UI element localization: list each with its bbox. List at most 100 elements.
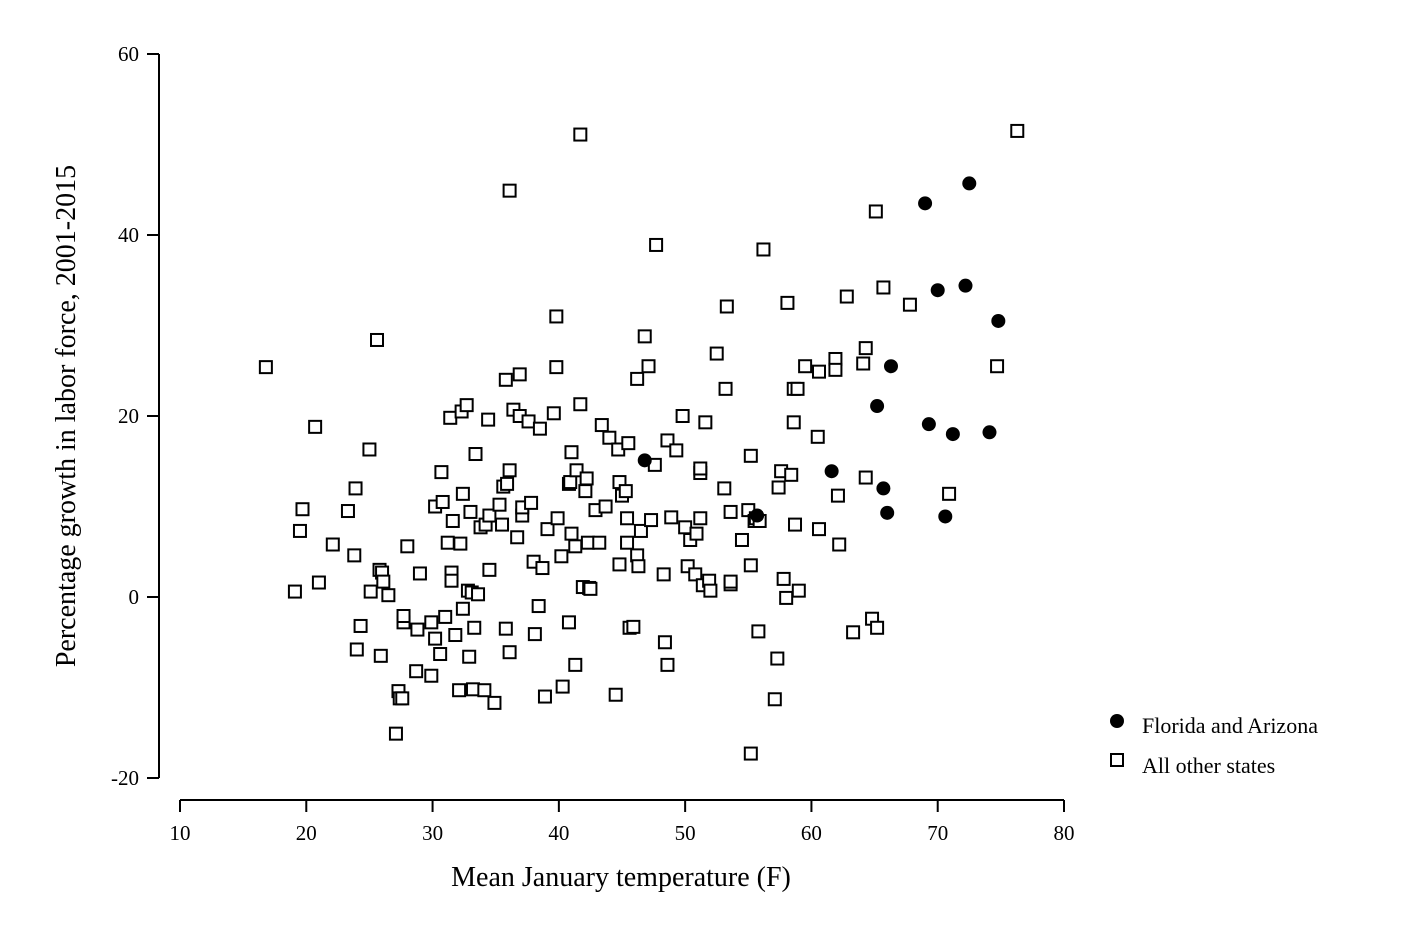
y-tick-label: 40 bbox=[118, 223, 139, 247]
point-other-state bbox=[492, 497, 507, 512]
point-other-state bbox=[723, 574, 738, 589]
point-other-state bbox=[751, 624, 766, 639]
point-other-state bbox=[786, 415, 801, 430]
point-other-state bbox=[462, 649, 477, 664]
legend: Florida and Arizona All other states bbox=[1110, 713, 1318, 778]
point-other-state bbox=[348, 481, 363, 496]
point-other-state bbox=[578, 484, 593, 499]
point-other-state bbox=[718, 381, 733, 396]
point-other-state bbox=[839, 289, 854, 304]
point-other-state bbox=[790, 381, 805, 396]
point-florida-arizona bbox=[982, 425, 997, 440]
point-other-state bbox=[524, 495, 539, 510]
point-other-state bbox=[580, 535, 595, 550]
point-other-state bbox=[656, 567, 671, 582]
point-other-state bbox=[287, 584, 302, 599]
point-other-state bbox=[612, 557, 627, 572]
point-other-state bbox=[349, 642, 364, 657]
point-other-state bbox=[641, 359, 656, 374]
point-other-state bbox=[703, 583, 718, 598]
point-other-state bbox=[549, 360, 564, 375]
point-other-state bbox=[876, 280, 891, 295]
point-other-state bbox=[353, 618, 368, 633]
point-other-state bbox=[502, 183, 517, 198]
point-other-state bbox=[521, 414, 536, 429]
point-other-state bbox=[649, 237, 664, 252]
point-other-state bbox=[678, 520, 693, 535]
point-other-state bbox=[537, 689, 552, 704]
point-other-state bbox=[788, 517, 803, 532]
point-florida-arizona bbox=[991, 313, 1006, 328]
point-other-state bbox=[669, 443, 684, 458]
x-tick-label: 40 bbox=[548, 821, 569, 845]
point-other-state bbox=[902, 297, 917, 312]
point-other-state bbox=[292, 523, 307, 538]
point-other-state bbox=[311, 575, 326, 590]
point-other-state bbox=[453, 536, 468, 551]
point-other-state bbox=[433, 647, 448, 662]
point-other-state bbox=[856, 356, 871, 371]
point-other-state bbox=[675, 409, 690, 423]
point-other-state bbox=[637, 329, 652, 344]
y-axis-title: Percentage growth in labor force, 2001-2… bbox=[51, 165, 82, 667]
legend-label-florida-arizona: Florida and Arizona bbox=[1142, 713, 1318, 738]
point-other-state bbox=[561, 615, 576, 630]
point-other-state bbox=[440, 535, 455, 550]
y-tick-label: 20 bbox=[118, 404, 139, 428]
x-tick-label: 20 bbox=[296, 821, 317, 845]
point-other-state bbox=[445, 513, 460, 528]
point-other-state bbox=[531, 599, 546, 614]
point-other-state bbox=[487, 695, 502, 710]
point-other-state bbox=[743, 448, 758, 463]
point-florida-arizona bbox=[958, 278, 973, 293]
point-other-state bbox=[709, 346, 724, 361]
plot-area bbox=[258, 123, 1025, 761]
point-other-state bbox=[568, 657, 583, 672]
point-other-state bbox=[598, 499, 613, 514]
y-tick-label: 60 bbox=[118, 42, 139, 66]
x-axis-title: Mean January temperature (F) bbox=[451, 862, 791, 893]
point-other-state bbox=[717, 481, 732, 496]
point-other-state bbox=[756, 242, 771, 257]
point-other-state bbox=[308, 419, 323, 434]
point-other-state bbox=[689, 526, 704, 541]
point-florida-arizona bbox=[938, 509, 953, 524]
y-axis-ticks: -20 0 20 40 60 bbox=[111, 42, 159, 790]
point-other-state bbox=[568, 539, 583, 554]
point-other-state bbox=[990, 359, 1005, 374]
point-other-state bbox=[832, 537, 847, 552]
point-florida-arizona bbox=[883, 359, 898, 374]
point-other-state bbox=[620, 511, 635, 526]
point-other-state bbox=[743, 746, 758, 761]
point-other-state bbox=[362, 442, 377, 457]
point-other-state bbox=[771, 480, 786, 495]
point-other-state bbox=[780, 295, 795, 310]
point-other-state bbox=[630, 371, 645, 386]
point-florida-arizona bbox=[880, 505, 895, 520]
point-other-state bbox=[546, 406, 561, 421]
point-other-state bbox=[858, 470, 873, 485]
point-other-state bbox=[812, 364, 827, 379]
point-other-state bbox=[498, 621, 513, 636]
point-other-state bbox=[870, 620, 885, 635]
point-other-state bbox=[693, 461, 708, 476]
x-tick-label: 70 bbox=[927, 821, 948, 845]
point-other-state bbox=[942, 486, 957, 501]
point-other-state bbox=[594, 418, 609, 433]
point-other-state bbox=[452, 683, 467, 698]
point-other-state bbox=[608, 687, 623, 702]
point-other-state bbox=[455, 601, 470, 616]
point-other-state bbox=[465, 682, 480, 697]
point-other-state bbox=[363, 584, 378, 599]
point-other-state bbox=[767, 692, 782, 707]
point-other-state bbox=[540, 522, 555, 537]
point-other-state bbox=[258, 360, 273, 375]
point-other-state bbox=[376, 574, 391, 589]
point-other-state bbox=[502, 463, 517, 478]
point-other-state bbox=[477, 683, 492, 698]
point-other-state bbox=[573, 127, 588, 142]
point-other-state bbox=[444, 573, 459, 588]
point-other-state bbox=[424, 668, 439, 683]
point-other-state bbox=[409, 664, 424, 679]
